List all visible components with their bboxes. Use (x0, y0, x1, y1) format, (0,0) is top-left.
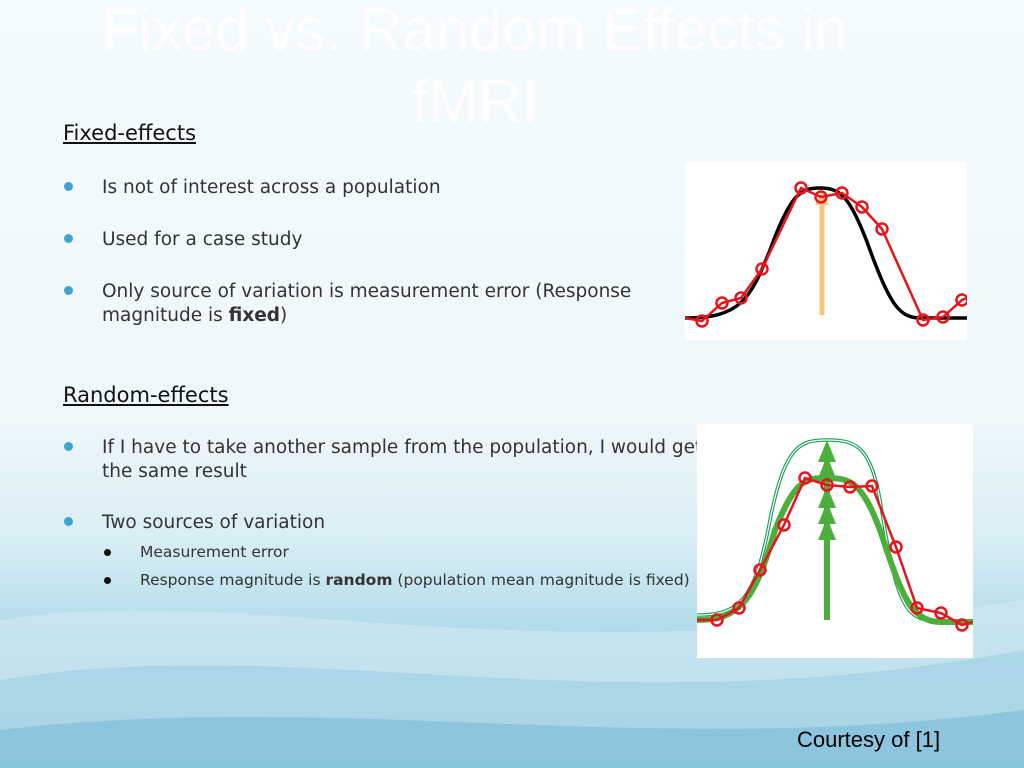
bullet-icon (64, 182, 73, 191)
bullet-icon (64, 442, 73, 451)
bullet-bold-text: fixed (228, 305, 281, 326)
bullet-text: ) (280, 305, 288, 326)
data-series (685, 186, 967, 323)
sub-bullet-icon (104, 577, 111, 584)
bullet-icon (64, 286, 73, 295)
fixed-bullet-3: Only source of variation is measurement … (102, 280, 672, 328)
model-curve (685, 186, 967, 320)
credit-text: Courtesy of [1] (797, 727, 941, 752)
fixed-effects-heading: Fixed-effects (63, 121, 197, 145)
bullet-icon (64, 517, 73, 526)
bullet-text: Response magnitude is (140, 571, 326, 589)
random-sub-bullet-1: Measurement error (140, 543, 289, 561)
bullet-icon (64, 234, 73, 243)
fixed-bullet-1: Is not of interest across a population (102, 177, 441, 198)
bullet-text: Only source of variation is measurement … (102, 281, 632, 326)
random-effects-figure (697, 424, 973, 658)
bullet-text: (population mean magnitude is fixed) (392, 571, 690, 589)
model-curve (697, 474, 973, 625)
fixed-effects-figure (685, 162, 967, 340)
population-curve-upper (697, 438, 973, 624)
data-points (710, 471, 969, 632)
fixed-bullet-2: Used for a case study (102, 229, 303, 250)
bullet-bold-text: random (325, 571, 393, 589)
data-series (697, 476, 973, 627)
random-effects-heading: Random-effects (63, 383, 229, 407)
slide-title: Fixed vs. Random Effects in fMRI (102, 0, 848, 135)
data-points (695, 181, 967, 328)
sub-bullet-icon (104, 549, 111, 556)
random-sub-bullet-2: Response magnitude is random (population… (140, 571, 690, 589)
random-bullet-2: Two sources of variation (102, 512, 326, 533)
random-bullet-1: If I have to take another sample from th… (102, 437, 703, 482)
